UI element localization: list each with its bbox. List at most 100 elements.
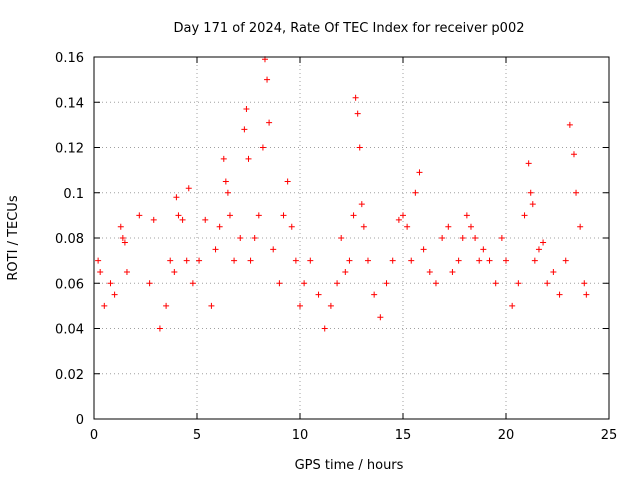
data-point [338, 235, 345, 241]
data-point [276, 280, 283, 287]
data-point [117, 223, 124, 230]
data-point [255, 212, 262, 219]
data-point [573, 189, 580, 196]
data-point [412, 189, 419, 196]
data-point [540, 239, 547, 246]
data-point [360, 223, 367, 230]
data-point [476, 257, 483, 264]
y-tick-label: 0.16 [55, 51, 84, 66]
data-point [171, 268, 178, 275]
data-point [467, 223, 474, 230]
data-point [97, 268, 104, 275]
data-point [237, 235, 244, 241]
x-tick-label: 0 [90, 428, 98, 443]
data-point [426, 268, 433, 275]
data-point [245, 155, 252, 162]
data-point [550, 268, 557, 275]
data-point [509, 302, 516, 309]
data-point [432, 280, 439, 287]
data-point [173, 194, 180, 201]
data-point [383, 280, 390, 287]
data-point [525, 160, 532, 167]
data-point [472, 235, 479, 241]
data-point [327, 302, 334, 309]
data-point [404, 223, 411, 230]
axis-ticks: 0 0.02 0.04 0.06 0.08 0.1 0.12 0.14 0.16 0 5 10 15 20… [55, 51, 617, 443]
y-tick-label: 0.12 [55, 142, 84, 157]
data-point [515, 280, 522, 287]
data-point [562, 257, 569, 264]
data-point [455, 257, 462, 264]
y-tick-label: 0.06 [55, 277, 84, 292]
data-point [556, 291, 563, 298]
data-point [581, 280, 588, 287]
data-point [136, 212, 143, 219]
chart-title: Day 171 of 2024, Rate Of TEC Index for r… [174, 21, 525, 36]
x-tick-label: 10 [292, 428, 309, 443]
data-point [577, 223, 584, 230]
data-point [307, 257, 314, 264]
data-point [486, 257, 493, 264]
data-point [498, 235, 505, 241]
data-point [292, 257, 299, 264]
data-point [527, 189, 534, 196]
data-point [459, 235, 466, 241]
data-point [566, 121, 573, 128]
data-point [297, 302, 303, 309]
data-point [439, 235, 446, 241]
data-point [216, 223, 223, 230]
data-point [95, 257, 102, 264]
data-point [280, 212, 287, 219]
data-point [101, 302, 108, 309]
data-point [408, 257, 415, 264]
data-point [521, 212, 528, 219]
data-point [352, 94, 359, 101]
y-tick-label: 0.1 [63, 187, 84, 202]
data-point [358, 201, 365, 208]
x-tick-label: 5 [193, 428, 201, 443]
y-tick-label: 0.14 [55, 96, 84, 111]
data-point [212, 246, 219, 253]
data-point [220, 155, 227, 162]
data-point [364, 257, 371, 264]
data-point [243, 106, 250, 113]
data-point [241, 126, 248, 133]
x-tick-label: 15 [395, 428, 412, 443]
data-point [544, 280, 551, 287]
data-point [463, 212, 470, 219]
data-points [95, 56, 590, 332]
data-point [150, 216, 157, 223]
data-point [259, 144, 266, 151]
data-point [231, 257, 238, 264]
y-tick-label: 0.08 [55, 232, 84, 247]
x-axis-label: GPS time / hours [295, 458, 404, 473]
data-point [288, 223, 295, 230]
data-point [321, 325, 328, 332]
data-point [284, 178, 291, 185]
data-point [570, 151, 577, 158]
data-point [445, 223, 452, 230]
data-point [350, 212, 357, 219]
plot-frame [93, 56, 610, 420]
data-point [529, 201, 536, 208]
data-point [492, 280, 499, 287]
data-point [342, 268, 349, 275]
data-point [535, 246, 542, 253]
data-point [247, 257, 254, 264]
data-point [264, 76, 271, 83]
data-point [346, 257, 353, 264]
grid-lines [94, 57, 609, 419]
data-point [123, 268, 130, 275]
y-tick-label: 0.02 [55, 368, 84, 383]
data-point [121, 239, 128, 246]
data-point [175, 212, 182, 219]
x-tick-label: 20 [498, 428, 515, 443]
data-point [224, 189, 231, 196]
data-point [196, 257, 203, 264]
data-point [185, 185, 192, 192]
y-tick-label: 0 [76, 413, 84, 428]
data-point [107, 280, 114, 287]
data-point [389, 257, 396, 264]
data-point [167, 257, 174, 264]
data-point [119, 235, 126, 241]
